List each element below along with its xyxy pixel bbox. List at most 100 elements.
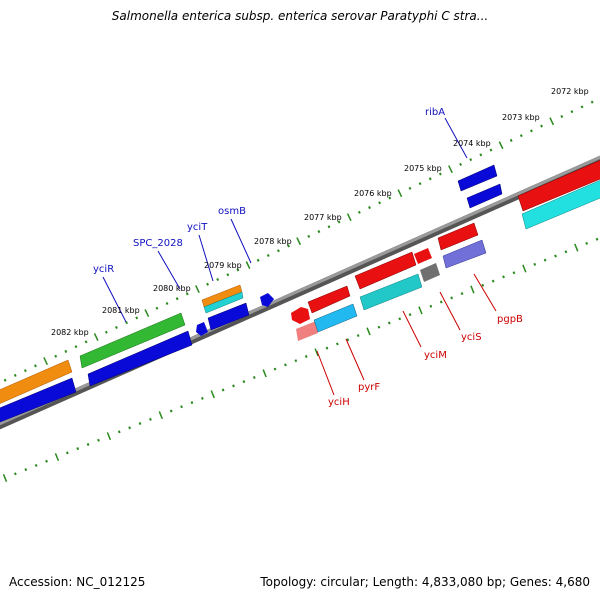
scale-tick (408, 186, 412, 190)
scale-tick (378, 201, 382, 205)
scale-tick (317, 230, 321, 234)
scale-tick (256, 258, 260, 262)
label-leader-line (473, 273, 497, 312)
scale-tick (304, 355, 308, 358)
gene-feature[interactable] (354, 251, 417, 290)
scale-tick (554, 254, 557, 258)
gene-label-pgpB[interactable]: pgpB (497, 314, 523, 325)
label-leader-line (198, 234, 214, 282)
gene-feature[interactable] (414, 248, 432, 264)
scale-tick (327, 225, 331, 229)
gene-label-osmB[interactable]: osmB (218, 206, 246, 217)
gene-label-yciR[interactable]: yciR (93, 264, 114, 275)
scale-tick (469, 158, 473, 162)
gene-feature[interactable] (521, 176, 600, 230)
gene-feature[interactable] (87, 330, 193, 387)
gene-feature[interactable] (196, 322, 208, 336)
scale-tick (448, 165, 453, 174)
scale-tick (242, 380, 246, 384)
scale-tick (346, 213, 352, 222)
gene-feature[interactable] (466, 183, 503, 209)
scale-label: 2075 kbp (404, 164, 442, 173)
scale-tick (387, 321, 391, 325)
gene-feature[interactable] (79, 312, 186, 369)
scale-tick (502, 275, 505, 279)
gene-feature[interactable] (359, 273, 423, 311)
scale-tick (86, 442, 90, 446)
scale-label: 2078 kbp (254, 237, 292, 246)
scale-tick (169, 409, 173, 413)
scale-tick (590, 100, 594, 104)
gene-feature[interactable] (517, 156, 600, 212)
scale-tick (368, 206, 371, 210)
gene-feature[interactable] (442, 239, 487, 269)
scale-tick (296, 237, 302, 246)
scale-tick (519, 134, 523, 138)
scale-tick (149, 417, 152, 421)
scale-tick (128, 426, 132, 430)
scale-tick (65, 451, 69, 455)
scale-label: 2077 kbp (304, 213, 342, 222)
scale-label: 2074 kbp (453, 139, 491, 148)
scale-label: 2076 kbp (354, 189, 392, 198)
gene-feature[interactable] (437, 222, 479, 251)
gene-feature[interactable] (0, 377, 77, 426)
gene-label-yciH[interactable]: yciH (328, 397, 350, 408)
scale-tick (216, 277, 220, 282)
scale-labels: 2072 kbp 2073 kbp 2074 kbp 2075 kbp 2076 kbp… (51, 87, 589, 337)
gene-feature[interactable] (296, 321, 318, 341)
scale-tick (226, 273, 230, 277)
gene-label-yciS[interactable]: yciS (461, 332, 482, 343)
scale-tick (336, 342, 339, 346)
scale-tick (14, 472, 17, 476)
gene-feature[interactable] (307, 285, 351, 314)
gene-label-yciM[interactable]: yciM (424, 350, 447, 361)
scale-tick (574, 243, 579, 252)
scale-tick (185, 292, 189, 296)
scale-tick (97, 438, 100, 442)
scale-tick (252, 375, 256, 379)
label-leader-line (345, 338, 365, 381)
gene-feature[interactable] (313, 303, 358, 333)
gene-feature[interactable] (291, 307, 310, 324)
scale-tick (106, 432, 112, 441)
scale-tick (93, 333, 99, 341)
scale-label: 2079 kbp (204, 261, 242, 270)
scale-tick (54, 453, 60, 462)
scale-tick (470, 285, 475, 294)
gene-feature[interactable] (203, 291, 244, 314)
scale-tick (570, 110, 574, 114)
gene-feature[interactable] (260, 293, 274, 307)
scale-tick (117, 430, 121, 434)
scale-tick (481, 283, 485, 287)
scale-tick (366, 327, 371, 336)
scale-tick (276, 249, 280, 253)
scale-tick (43, 357, 48, 365)
map-title: Salmonella enterica subsp. enterica sero… (111, 9, 489, 23)
gene-feature[interactable] (0, 359, 73, 408)
scale-tick (284, 363, 287, 367)
gene-label-ribA[interactable]: ribA (425, 107, 445, 118)
gene-label-pyrF[interactable]: pyrF (358, 382, 380, 393)
label-leader-line (402, 310, 422, 348)
scale-ticks-bottom (2, 237, 599, 482)
gene-label-SPC_2028[interactable]: SPC_2028 (133, 238, 183, 249)
scale-tick (165, 301, 169, 305)
scale-tick (580, 105, 584, 109)
scale-label: 2073 kbp (502, 113, 540, 122)
scale-tick (158, 411, 163, 420)
gene-labels-bottom: pgpB yciS yciM pyrF yciH (316, 273, 523, 408)
scale-tick (479, 153, 483, 157)
scale-tick (418, 182, 422, 186)
accession-text: Accession: NC_012125 (9, 575, 146, 589)
scale-tick (429, 304, 433, 308)
gene-label-yciT[interactable]: yciT (187, 222, 208, 233)
gene-feature[interactable] (207, 302, 250, 331)
gene-feature[interactable] (420, 263, 440, 282)
gene-feature[interactable] (457, 164, 498, 192)
scale-tick (24, 468, 28, 472)
scale-label: 2081 kbp (102, 306, 140, 315)
scale-tick (549, 117, 555, 126)
label-leader-line (157, 250, 181, 290)
